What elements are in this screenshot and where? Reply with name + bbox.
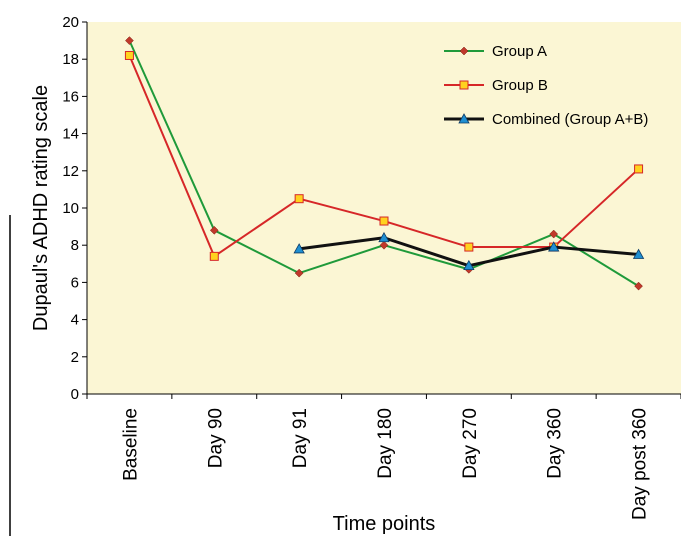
y-tick-label: 12 — [62, 163, 79, 180]
x-tick-label: Day 270 — [460, 408, 481, 479]
data-point — [378, 231, 390, 243]
x-tick-label: Day 90 — [205, 408, 226, 468]
data-point — [379, 216, 389, 226]
x-tick-label: Baseline — [120, 408, 141, 481]
data-point — [294, 194, 304, 204]
y-tick-label: 18 — [62, 51, 79, 68]
y-tick-label: 0 — [71, 386, 79, 403]
axes: 0 2 4 6 8 10 12 14 16 18 20 Baseline Day 90 Day 91 Day… — [62, 14, 681, 520]
legend-label: Combined (Group A+B) — [492, 111, 648, 128]
data-point — [464, 242, 474, 252]
data-point — [124, 50, 134, 60]
y-tick-label: 14 — [62, 126, 79, 143]
series-1 — [125, 36, 643, 291]
legend-label: Group A — [492, 43, 547, 60]
x-tick-label: Day 91 — [290, 408, 311, 468]
y-tick-label: 2 — [71, 349, 79, 366]
x-tick-label: Day 360 — [545, 408, 566, 479]
x-tick-label: Day 180 — [375, 408, 396, 479]
data-point — [548, 241, 560, 252]
plot-area — [87, 22, 681, 394]
series-3 — [293, 231, 645, 271]
data-point — [125, 36, 134, 45]
y-axis-title: Dupaul's ADHD rating scale — [30, 85, 52, 331]
data-point — [294, 268, 304, 278]
y-tick-label: 6 — [71, 274, 79, 291]
data-point — [549, 229, 559, 239]
y-tick-label: 10 — [62, 200, 79, 217]
y-tick-label: 20 — [62, 14, 79, 31]
data-point — [293, 243, 305, 254]
data-point — [209, 251, 219, 261]
legend: Group A Group B Combined (Group A+B) — [444, 43, 648, 128]
y-tick-label: 8 — [71, 237, 79, 254]
data-point — [632, 248, 645, 259]
y-tick-label: 16 — [62, 88, 79, 105]
x-axis-title: Time points — [333, 513, 436, 535]
legend-marker — [458, 113, 470, 124]
data-point — [634, 281, 643, 291]
legend-label: Group B — [492, 77, 548, 94]
legend-marker — [459, 46, 469, 56]
x-tick-label: Day post 360 — [630, 408, 651, 520]
data-point — [634, 164, 644, 174]
data-point — [463, 259, 475, 271]
data-point — [209, 225, 219, 235]
data-point — [379, 240, 389, 250]
y-tick-label: 4 — [71, 312, 79, 329]
legend-marker — [459, 80, 469, 90]
series-layer — [124, 36, 645, 291]
